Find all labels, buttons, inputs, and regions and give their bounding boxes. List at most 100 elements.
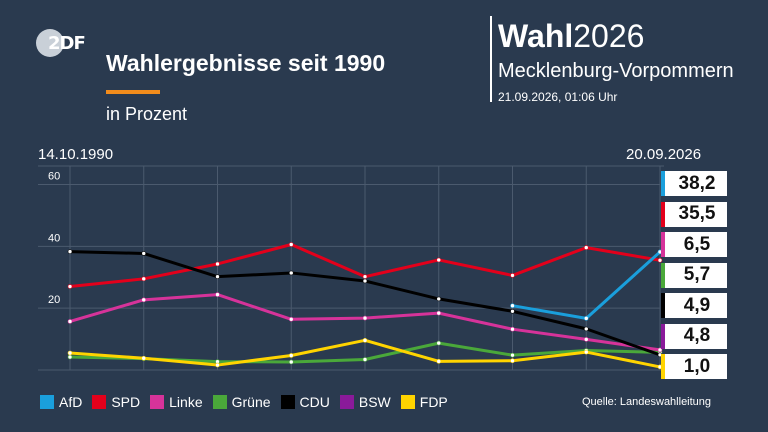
point-spd-2016 — [510, 273, 515, 278]
point-spd-2011 — [436, 257, 442, 263]
result-box-cdu: 4,9 — [661, 293, 727, 318]
point-gruene-2016 — [510, 352, 515, 358]
result-value-fdp: 1,0 — [683, 355, 711, 377]
legend-item-afd: AfD — [40, 394, 82, 410]
region-name: Mecklenburg-Vorpommern — [498, 60, 734, 82]
point-linke-1990 — [67, 319, 73, 324]
result-value-afd: 38,2 — [678, 172, 716, 194]
legend-item-gruene: Grüne — [212, 394, 271, 410]
point-linke-2011 — [436, 310, 442, 316]
legend-label-afd: AfD — [59, 394, 83, 410]
result-swatch-cdu — [661, 293, 665, 318]
brand-word: Wahl — [498, 18, 574, 54]
result-swatch-spd — [661, 201, 665, 227]
legend-item-fdp: FDP — [400, 394, 448, 410]
source-note: Quelle: Landeswahlleitung — [582, 396, 712, 408]
point-fdp-1998 — [215, 362, 220, 368]
point-spd-2026 — [657, 257, 663, 263]
point-fdp-1994 — [141, 355, 147, 361]
point-fdp-2021 — [583, 349, 589, 355]
legend-item-cdu: CDU — [280, 394, 330, 410]
point-spd-1998 — [215, 261, 220, 267]
point-afd-2021 — [583, 316, 589, 321]
result-box-afd: 38,2 — [661, 171, 727, 196]
point-gruene-1990 — [67, 354, 73, 360]
result-swatch-fdp — [661, 354, 665, 379]
point-cdu-2011 — [436, 296, 442, 302]
point-cdu-1994 — [141, 251, 147, 256]
point-cdu-2021 — [583, 326, 589, 332]
point-linke-1998 — [215, 292, 220, 297]
point-spd-1990 — [67, 284, 73, 289]
result-value-linke: 6,5 — [683, 233, 711, 255]
point-cdu-2016 — [510, 308, 515, 314]
start-date-label: 14.10.1990 — [38, 146, 114, 163]
chart-legend: AfD SPD Linke Grüne CDU BSW FDP — [40, 394, 458, 410]
point-linke-2026 — [657, 347, 663, 353]
result-swatch-gruene — [661, 262, 665, 288]
point-linke-2021 — [583, 337, 589, 342]
result-value-spd: 35,5 — [678, 203, 716, 224]
result-swatch-bsw — [661, 323, 665, 349]
title-accent-bar — [106, 90, 160, 94]
legend-swatch-afd — [40, 395, 54, 409]
legend-label-fdp: FDP — [419, 394, 448, 410]
point-fdp-2016 — [510, 358, 515, 364]
zdf-logo-circle — [36, 29, 64, 57]
point-spd-2006 — [362, 274, 368, 279]
zdf-logo-text: 2DF — [48, 33, 86, 54]
legend-label-spd: SPD — [111, 394, 141, 410]
point-cdu-1998 — [215, 274, 220, 279]
legend-item-bsw: BSW — [339, 394, 391, 410]
point-linke-1994 — [141, 297, 147, 303]
point-fdp-2006 — [362, 338, 368, 343]
point-gruene-2006 — [362, 357, 368, 362]
point-spd-2021 — [583, 245, 589, 250]
point-fdp-2011 — [436, 359, 442, 364]
result-value-cdu: 4,9 — [683, 294, 711, 316]
point-afd-2016 — [510, 303, 515, 309]
timestamp: 21.09.2026, 01:06 Uhr — [498, 90, 618, 104]
legend-item-linke: Linke — [150, 394, 203, 410]
point-fdp-2002 — [288, 353, 294, 358]
point-gruene-2011 — [436, 340, 442, 346]
legend-swatch-fdp — [400, 395, 415, 409]
chart-title: Wahlergebnisse seit 1990 — [106, 50, 386, 76]
legend-label-bsw: BSW — [358, 394, 391, 410]
legend-item-spd: SPD — [92, 394, 140, 410]
result-swatch-afd — [661, 171, 665, 196]
y-tick-label-60: 60 — [48, 171, 60, 183]
result-box-spd: 35,5 — [661, 201, 727, 227]
zdf-logo: 2DF — [36, 29, 86, 57]
legend-swatch-cdu — [280, 395, 295, 409]
legend-swatch-spd — [92, 395, 107, 409]
result-value-gruene: 5,7 — [683, 264, 711, 285]
point-cdu-1990 — [67, 249, 73, 254]
result-box-bsw: 4,8 — [661, 323, 727, 349]
y-tick-label-40: 40 — [48, 232, 60, 244]
y-tick-label-20: 20 — [48, 294, 60, 306]
end-date-label: 20.09.2026 — [626, 146, 702, 163]
legend-label-linke: Linke — [169, 394, 203, 410]
legend-label-gruene: Grüne — [231, 394, 271, 410]
point-linke-2002 — [288, 317, 294, 322]
legend-swatch-gruene — [212, 395, 227, 409]
result-value-bsw: 4,8 — [683, 325, 711, 346]
point-fdp-1990 — [67, 350, 73, 356]
legend-swatch-bsw — [339, 395, 354, 409]
legend-swatch-linke — [150, 395, 165, 409]
result-box-fdp: 1,0 — [661, 354, 727, 379]
point-gruene-2002 — [288, 359, 294, 365]
header-divider — [490, 16, 492, 102]
point-spd-1994 — [141, 276, 147, 282]
brand-title: Wahl2026 — [498, 18, 644, 54]
result-box-gruene: 5,7 — [661, 262, 727, 288]
legend-label-cdu: CDU — [299, 394, 330, 410]
point-cdu-2002 — [288, 270, 294, 276]
result-box-linke: 6,5 — [661, 232, 727, 257]
brand-year: 2026 — [573, 18, 645, 54]
chart-subtitle: in Prozent — [106, 104, 188, 124]
point-linke-2016 — [510, 326, 515, 332]
point-spd-2002 — [288, 242, 294, 247]
point-cdu-2006 — [362, 278, 368, 284]
